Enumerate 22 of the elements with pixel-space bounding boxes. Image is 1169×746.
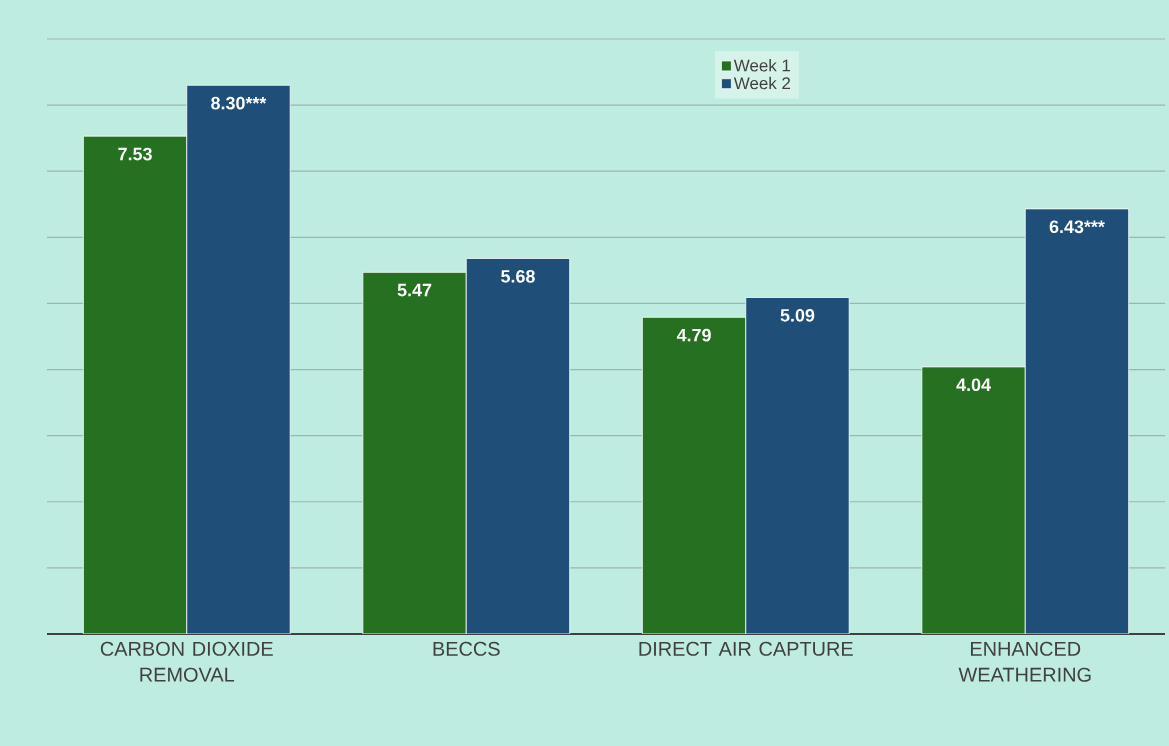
x-tick-label: BECCS bbox=[433, 641, 500, 656]
data-label: 5.47 bbox=[397, 283, 432, 297]
data-label: 7.53 bbox=[118, 147, 152, 161]
data-label: 4.04 bbox=[956, 378, 991, 392]
bar bbox=[186, 84, 291, 634]
x-tick-label: ENHANCED WEATHERING bbox=[958, 641, 1091, 682]
legend-label: Week 2 bbox=[733, 76, 791, 90]
data-label: 6.43*** bbox=[1049, 220, 1105, 234]
bar bbox=[641, 316, 747, 634]
data-label: 5.09 bbox=[780, 308, 815, 322]
bar bbox=[82, 135, 188, 634]
data-label: 4.79 bbox=[676, 328, 711, 342]
bar bbox=[362, 271, 467, 634]
data-label: 5.68 bbox=[501, 269, 535, 283]
legend-label: Week 1 bbox=[733, 59, 791, 72]
x-tick-label: CARBON DIOXIDE REMOVAL bbox=[100, 641, 273, 682]
bar bbox=[921, 366, 1026, 634]
bar bbox=[1024, 208, 1130, 634]
bar bbox=[745, 297, 850, 634]
x-tick-label: DIRECT AIR CAPTURE bbox=[639, 641, 853, 656]
bar bbox=[465, 258, 571, 634]
data-label: 8.30*** bbox=[211, 96, 267, 110]
